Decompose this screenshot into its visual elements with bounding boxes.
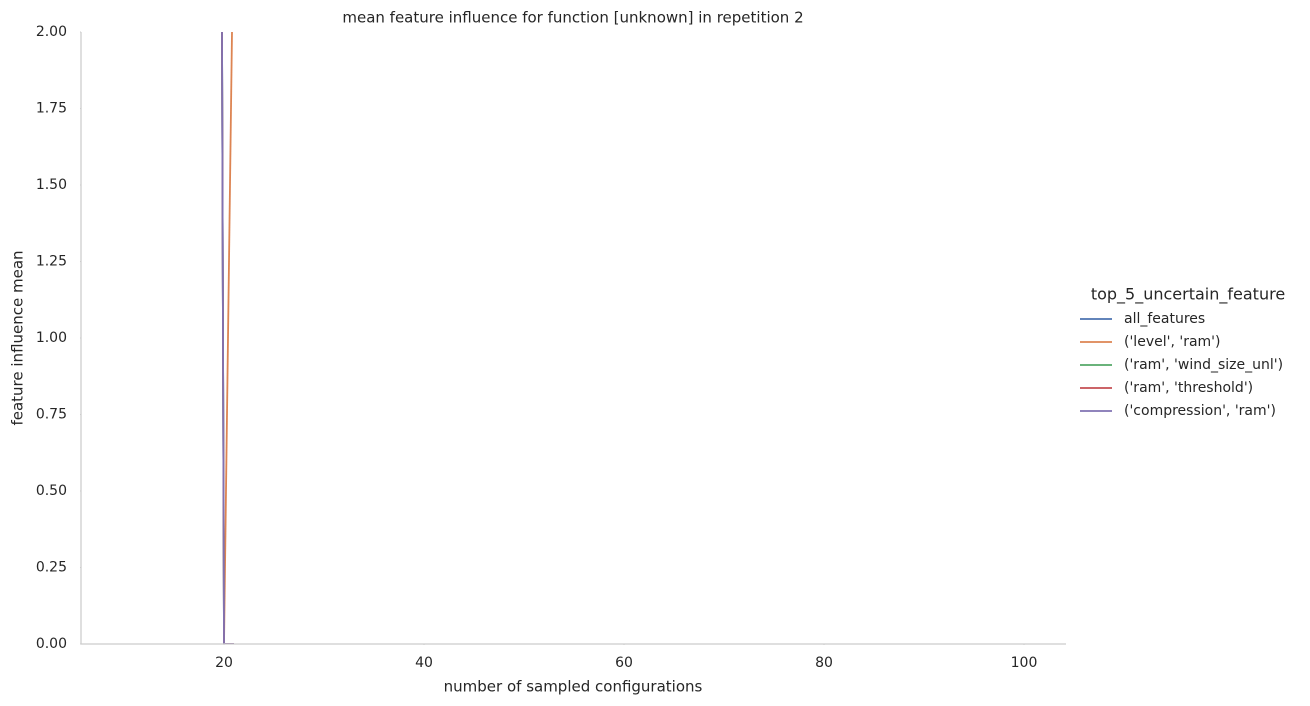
x-axis-label: number of sampled configurations xyxy=(444,678,703,696)
x-tick-label: 60 xyxy=(615,655,633,671)
legend-label: ('compression', 'ram') xyxy=(1124,403,1276,419)
y-tick-label: 1.00 xyxy=(36,330,67,346)
y-tick-label: 0.00 xyxy=(36,636,67,652)
x-tick-label: 80 xyxy=(815,655,833,671)
y-tick-label: 0.25 xyxy=(36,560,67,576)
y-tick-label: 1.25 xyxy=(36,254,67,270)
x-tick-label: 100 xyxy=(1011,655,1038,671)
plot-area xyxy=(221,32,234,644)
legend-title: top_5_uncertain_feature xyxy=(1091,285,1285,305)
y-tick-label: 2.00 xyxy=(36,24,67,40)
legend-label: all_features xyxy=(1124,311,1205,327)
legend-label: ('ram', 'threshold') xyxy=(1124,380,1253,396)
y-tick-label: 0.50 xyxy=(36,483,67,499)
y-tick-label: 0.75 xyxy=(36,407,67,423)
y-tick-label: 1.75 xyxy=(36,101,67,117)
x-tick-label: 40 xyxy=(415,655,433,671)
legend-label: ('ram', 'wind_size_unl') xyxy=(1124,357,1283,373)
data-line xyxy=(223,32,233,644)
x-tick-label: 20 xyxy=(215,655,233,671)
y-axis-label: feature influence mean xyxy=(9,250,27,425)
chart-title: mean feature influence for function [unk… xyxy=(342,9,803,27)
y-tick-label: 1.50 xyxy=(36,177,67,193)
legend-label: ('level', 'ram') xyxy=(1124,334,1220,350)
